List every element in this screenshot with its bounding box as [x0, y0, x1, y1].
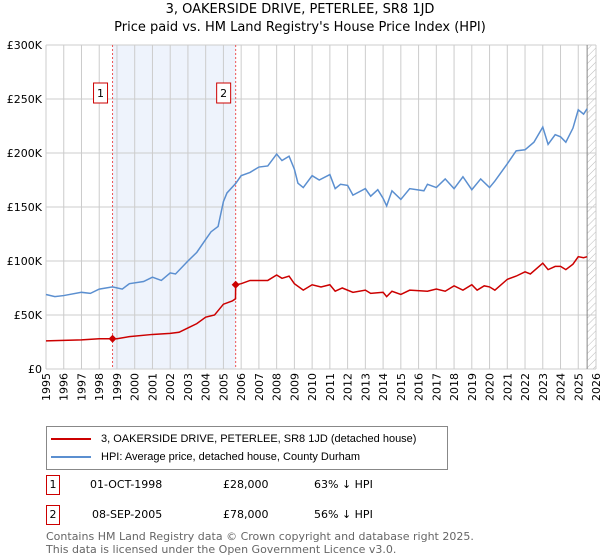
sale-hpi-diff: 63% ↓ HPI [314, 478, 373, 491]
sale-price: £78,000 [223, 508, 269, 521]
sale-point-marker [231, 280, 240, 289]
sale-date: 01-OCT-1998 [90, 478, 163, 491]
sale-point-marker [108, 334, 117, 343]
y-tick-label: £100K [7, 255, 43, 268]
x-tick-label: 2010 [306, 373, 319, 401]
sale-date: 08-SEP-2005 [92, 508, 163, 521]
chart-subtitle: Price paid vs. HM Land Registry's House … [114, 20, 486, 35]
sale-row: 2 08-SEP-2005 £78,000 56% ↓ HPI [46, 505, 446, 525]
footer: Contains HM Land Registry data © Crown c… [46, 530, 474, 556]
x-tick-label: 2000 [129, 373, 142, 401]
sale-label: 1 [97, 87, 104, 100]
chart-title: 3, OAKERSIDE DRIVE, PETERLEE, SR8 1JD [165, 2, 435, 17]
x-tick-label: 2021 [501, 373, 514, 401]
x-tick-label: 1996 [58, 373, 71, 401]
legend-label-property: 3, OAKERSIDE DRIVE, PETERLEE, SR8 1JD (d… [101, 433, 417, 445]
x-tick-label: 2026 [590, 373, 600, 401]
x-tick-label: 2014 [377, 373, 390, 401]
x-tick-label: 2018 [448, 373, 461, 401]
legend-label-hpi: HPI: Average price, detached house, Coun… [101, 451, 361, 463]
sale-hpi-diff: 56% ↓ HPI [314, 508, 373, 521]
x-tick-label: 2005 [217, 373, 230, 401]
legend-item-hpi: HPI: Average price, detached house, Coun… [51, 449, 360, 465]
x-tick-label: 2009 [288, 373, 301, 401]
y-tick-label: £150K [7, 201, 43, 214]
x-tick-label: 1998 [93, 373, 106, 401]
x-tick-label: 2004 [200, 373, 213, 401]
x-tick-label: 2016 [413, 373, 426, 401]
sale-row: 1 01-OCT-1998 £28,000 63% ↓ HPI [46, 475, 446, 495]
legend-swatch-property [51, 438, 91, 440]
x-tick-label: 2023 [537, 373, 550, 401]
x-tick-label: 2015 [395, 373, 408, 401]
x-tick-label: 2019 [466, 373, 479, 401]
legend: 3, OAKERSIDE DRIVE, PETERLEE, SR8 1JD (d… [46, 426, 448, 470]
x-tick-label: 2007 [253, 373, 266, 401]
sale-marker: 2 [46, 505, 60, 525]
price-chart: 1995 1996 1997 1998 1999 2000 2001 2002 2003 2004… [7, 39, 600, 401]
x-tick-label: 1999 [111, 373, 124, 401]
y-tick-label: £300K [7, 39, 43, 52]
legend-swatch-hpi [51, 456, 91, 458]
sale-marker: 1 [46, 475, 60, 495]
x-tick-label: 2001 [146, 373, 159, 401]
x-tick-label: 2012 [342, 373, 355, 401]
footer-licence: This data is licensed under the Open Gov… [46, 543, 397, 556]
y-tick-label: £0 [28, 363, 42, 376]
legend-item-property: 3, OAKERSIDE DRIVE, PETERLEE, SR8 1JD (d… [51, 431, 416, 447]
sale-price: £28,000 [223, 478, 269, 491]
x-tick-label: 2013 [359, 373, 372, 401]
x-tick-label: 1997 [75, 373, 88, 401]
x-tick-label: 2006 [235, 373, 248, 401]
y-tick-label: £50K [14, 309, 43, 322]
hpi-line [45, 108, 588, 298]
y-tick-label: £250K [7, 93, 43, 106]
footer-copyright: Contains HM Land Registry data © Crown c… [46, 530, 474, 543]
x-tick-label: 2003 [182, 373, 195, 401]
x-tick-label: 2022 [519, 373, 532, 401]
x-tick-label: 1995 [40, 373, 53, 401]
x-tick-label: 2011 [324, 373, 337, 401]
x-tick-label: 2025 [572, 373, 585, 401]
x-tick-label: 2008 [271, 373, 284, 401]
x-tick-label: 2002 [164, 373, 177, 401]
y-tick-label: £200K [7, 147, 43, 160]
sale-label: 2 [220, 87, 227, 100]
sale-label-box [216, 82, 232, 104]
property-price-line [45, 255, 588, 342]
x-tick-label: 2020 [484, 373, 497, 401]
x-tick-label: 2024 [555, 373, 568, 401]
x-tick-label: 2017 [430, 373, 443, 401]
sale-label-box [93, 82, 109, 104]
